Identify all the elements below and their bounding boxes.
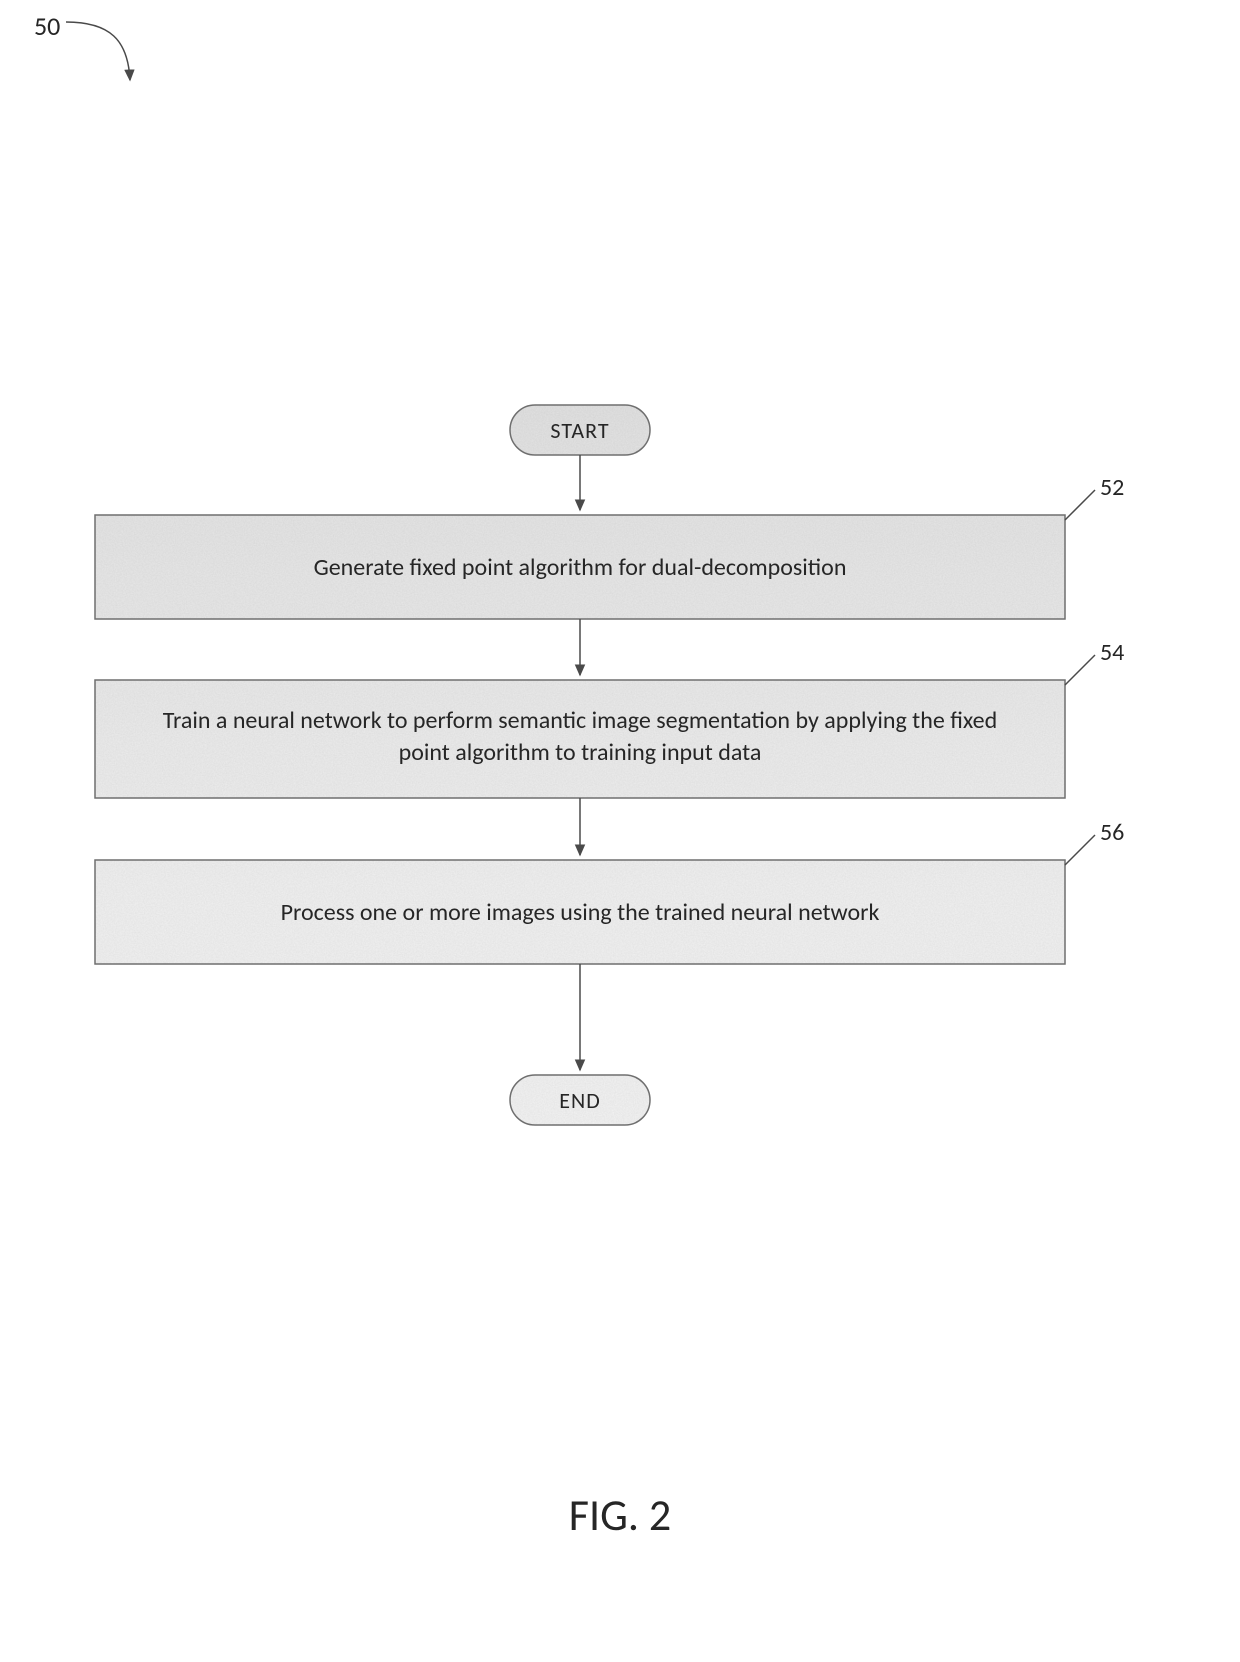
figure-caption: FIG. 2 bbox=[569, 1488, 671, 1542]
callout-56-label: 56 bbox=[1100, 818, 1124, 847]
figure-ref-arrow bbox=[66, 22, 130, 80]
step-54-line1: Train a neural network to perform semant… bbox=[163, 706, 997, 735]
step-54-line2: point algorithm to training input data bbox=[399, 738, 762, 767]
callout-54-line bbox=[1065, 655, 1095, 685]
page: 50 START Generate fixed point algorithm … bbox=[0, 0, 1240, 1662]
step-52: Generate fixed point algorithm for dual-… bbox=[95, 515, 1065, 619]
callout-52-label: 52 bbox=[1100, 473, 1124, 502]
end-label: END bbox=[559, 1087, 600, 1114]
callout-54-label: 54 bbox=[1100, 638, 1124, 667]
step-56: Process one or more images using the tra… bbox=[95, 860, 1065, 964]
step-54: Train a neural network to perform semant… bbox=[95, 680, 1065, 798]
end-node: END bbox=[510, 1075, 650, 1125]
step-56-line1: Process one or more images using the tra… bbox=[281, 898, 880, 927]
flowchart-svg: 50 START Generate fixed point algorithm … bbox=[0, 0, 1240, 1662]
start-label: START bbox=[550, 417, 609, 444]
callout-56-line bbox=[1065, 835, 1095, 865]
step-52-line1: Generate fixed point algorithm for dual-… bbox=[314, 553, 847, 582]
start-node: START bbox=[510, 405, 650, 455]
callout-52-line bbox=[1065, 490, 1095, 520]
figure-ref-number: 50 bbox=[34, 10, 60, 42]
